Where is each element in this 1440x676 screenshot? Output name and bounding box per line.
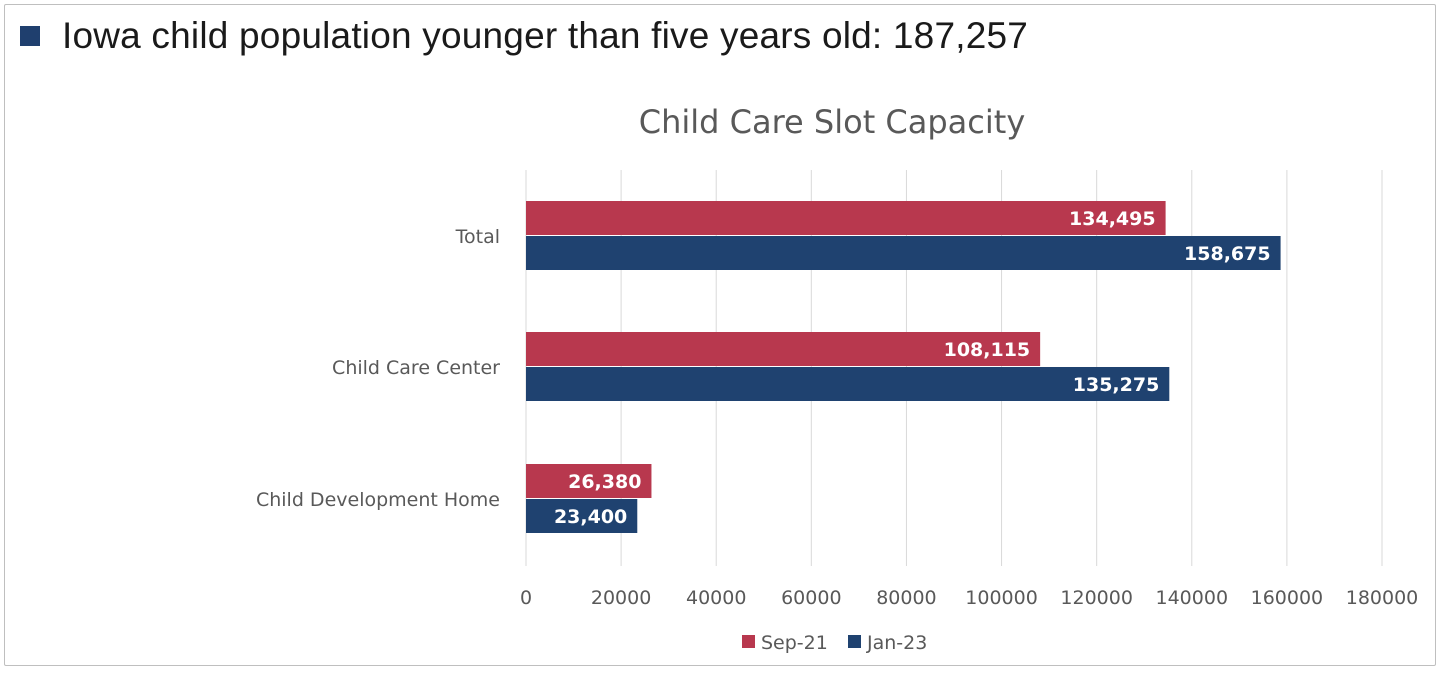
headline-text: Iowa child population younger than five …: [62, 15, 1029, 56]
x-tick-label: 0: [520, 587, 532, 609]
legend-swatch-jan-23: [848, 635, 861, 648]
x-tick-label: 140000: [1156, 587, 1229, 609]
chart-title: Child Care Slot Capacity: [639, 103, 1026, 141]
data-label-jan-23-child-care-center: 135,275: [1073, 374, 1160, 396]
x-tick-label: 100000: [965, 587, 1038, 609]
bar-jan-23-child-care-center: [526, 367, 1170, 401]
bar-jan-23-total: [526, 236, 1281, 270]
x-tick-label: 80000: [876, 587, 936, 609]
x-tick-label: 40000: [686, 587, 746, 609]
legend-swatch-sep-21: [742, 635, 755, 648]
bar-sep-21-total: [526, 201, 1166, 235]
x-tick-label: 120000: [1060, 587, 1133, 609]
data-label-jan-23-child-development-home: 23,400: [554, 506, 627, 528]
data-label-sep-21-child-development-home: 26,380: [568, 471, 641, 493]
x-tick-label: 60000: [781, 587, 841, 609]
x-tick-label: 180000: [1346, 587, 1419, 609]
bar-sep-21-child-care-center: [526, 332, 1041, 366]
bar-sep-21-child-development-home: [526, 464, 652, 498]
data-label-sep-21-child-care-center: 108,115: [944, 339, 1031, 361]
category-label-total: Total: [455, 226, 500, 248]
legend-label-jan-23: Jan-23: [866, 632, 927, 654]
x-tick-label: 20000: [591, 587, 651, 609]
bar-jan-23-child-development-home: [526, 499, 638, 533]
category-label-child-care-center: Child Care Center: [332, 357, 500, 379]
legend-label-sep-21: Sep-21: [761, 632, 828, 654]
data-label-sep-21-total: 134,495: [1069, 208, 1156, 230]
headline: Iowa child population younger than five …: [20, 8, 1028, 64]
category-label-child-development-home: Child Development Home: [256, 489, 500, 511]
data-label-jan-23-total: 158,675: [1184, 243, 1271, 265]
headline-bullet-icon: [20, 26, 40, 46]
x-tick-label: 160000: [1251, 587, 1324, 609]
